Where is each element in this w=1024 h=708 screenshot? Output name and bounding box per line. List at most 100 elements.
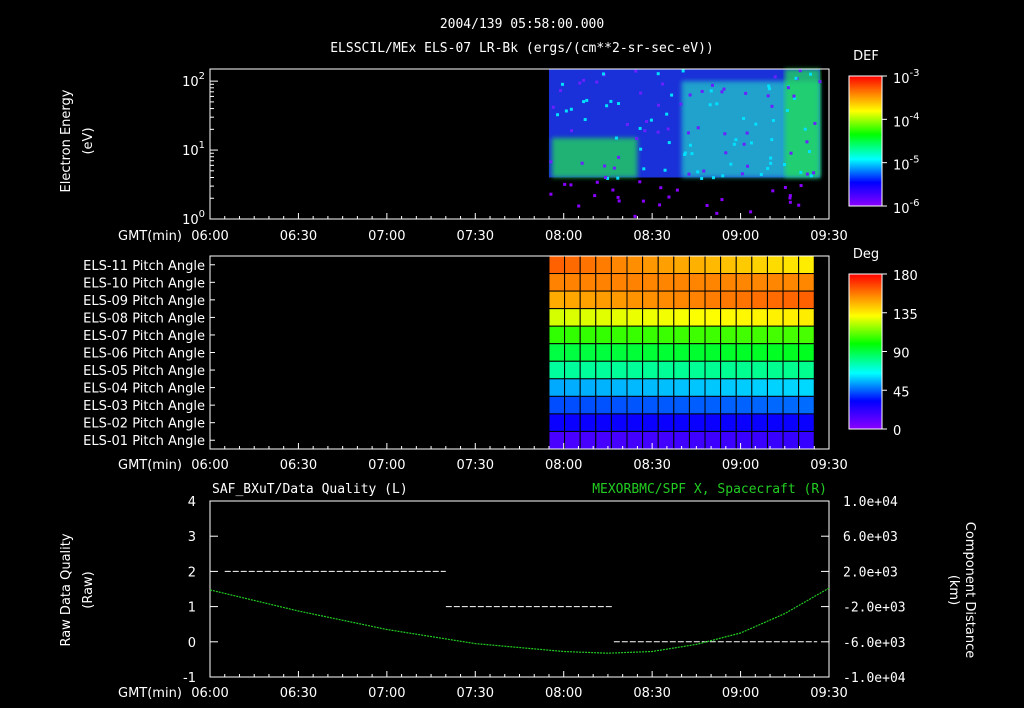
pitch-angle-cell (735, 325, 753, 345)
spectrogram-speckle (670, 93, 674, 97)
pitch-angle-cell (751, 360, 768, 380)
spectrogram-speckle (616, 195, 620, 199)
pitch-angle-cell (642, 255, 659, 275)
spectrogram-speckle (638, 180, 642, 184)
pitch-angle-cell (751, 413, 768, 432)
pitch-angle-cell (766, 273, 784, 292)
spectrogram-speckle (639, 147, 643, 151)
y-tick-label-right: -1.0e+04 (843, 671, 906, 686)
line-left-y-ticks: 4 3 2 1 0 -1 (183, 495, 218, 686)
x-tick-label: 06:30 (280, 229, 317, 244)
x-tick-label: 06:00 (191, 686, 228, 701)
spectrogram-speckle (569, 107, 573, 111)
pitch-angle-cell (688, 325, 706, 345)
spectrogram-speckle (634, 69, 638, 73)
spectrogram-speckle (770, 104, 774, 108)
spectrogram-speckle (807, 150, 811, 154)
pitch-angle-cell (595, 343, 612, 362)
def-colorbar (848, 75, 883, 207)
pitch-angle-xlabel: GMT(min) (118, 458, 182, 473)
spectrogram-xlabel: GMT(min) (118, 229, 182, 244)
pitch-angle-cell (579, 395, 597, 415)
def-colorbar-ticks: 10-3 10-4 10-5 10-6 (882, 68, 920, 217)
spectrogram-speckle (645, 120, 649, 124)
pitch-angle-cell (564, 255, 581, 275)
plot-title-line1: 2004/139 05:58:00.000 (440, 17, 604, 32)
spectrogram-speckle (715, 102, 719, 106)
spectrogram-speckle (794, 76, 798, 80)
spectrogram-speckle (786, 86, 790, 90)
spectrogram-speckle (667, 195, 671, 199)
spectrogram-speckle (769, 161, 773, 165)
pitch-angle-cell (704, 308, 722, 327)
spectrogram-speckle (635, 136, 639, 140)
pitch-angle-cell (595, 430, 612, 450)
spectrogram-speckle (711, 176, 715, 180)
pitch-angle-cell (720, 273, 737, 292)
pitch-angle-cell (564, 378, 581, 397)
spectrogram-ylabel: Electron Energy (59, 89, 74, 192)
spectrogram-speckle (744, 91, 748, 95)
spectrogram-speckle (649, 118, 653, 122)
pitch-angle-cell (688, 413, 706, 432)
spectrogram-speckle (788, 196, 792, 200)
spectrogram-speckle (663, 168, 667, 172)
spectrogram-speckle (606, 176, 610, 180)
pitch-angle-cell (657, 360, 675, 380)
pitch-angle-cell (704, 395, 722, 415)
pitch-angle-cell (798, 413, 815, 432)
spectrogram-speckle (789, 151, 793, 155)
spectrogram-speckle (720, 198, 724, 202)
spectrogram-speckle (617, 102, 621, 106)
pitch-angle-cell (610, 308, 628, 327)
pitch-angle-cell (720, 308, 737, 327)
pitch-angle-cell (642, 308, 659, 327)
pitch-angle-row-label: ELS-09 Pitch Angle (83, 294, 205, 309)
pitch-angle-cell (564, 273, 581, 292)
pitch-angle-cell (766, 395, 784, 415)
spectrogram-speckle (715, 211, 719, 215)
pitch-angle-cell (766, 360, 784, 380)
pitch-angle-cell (673, 255, 690, 275)
pitch-angle-cell (798, 308, 815, 327)
spectrogram-speckle (661, 82, 665, 86)
spectrogram-speckle (569, 183, 573, 187)
x-tick-label: 09:00 (722, 458, 759, 473)
x-tick-label: 08:30 (633, 458, 670, 473)
spectrogram-speckle (556, 113, 560, 117)
spectrogram-speckle (809, 72, 813, 76)
spectrogram-speckle (681, 69, 685, 73)
pitch-angle-cell (548, 430, 566, 450)
spectrogram-speckle (617, 155, 621, 159)
pitch-angle-cell (579, 378, 597, 397)
pitch-angle-cell (720, 343, 737, 362)
y-tick-label-right: 6.0e+03 (843, 530, 898, 545)
pitch-angle-cell (735, 343, 753, 362)
spectrogram-feature (551, 137, 638, 178)
pitch-angle-cell (751, 378, 768, 397)
line-xlabel: GMT(min) (118, 686, 182, 701)
pitch-angle-cell (782, 343, 800, 362)
pitch-angle-cell (642, 360, 659, 380)
pitch-angle-cell (564, 430, 581, 450)
pitch-angle-cell (751, 395, 768, 415)
pitch-angle-cell (673, 360, 690, 380)
spectrogram-panel: 100 101 102 06:00 06:30 07:00 07:30 08:00 08:30… (59, 49, 920, 244)
spacecraft-x-line (209, 587, 830, 654)
pitch-angle-cell (688, 395, 706, 415)
pitch-angle-cell (720, 255, 737, 275)
pitch-angle-cell (766, 413, 784, 432)
pitch-angle-cell (657, 273, 675, 292)
spectrogram-speckle (683, 152, 687, 156)
x-tick-label: 07:00 (368, 229, 405, 244)
pitch-angle-cell (704, 378, 722, 397)
pitch-angle-cell (610, 413, 628, 432)
pitch-angle-cell (595, 308, 612, 327)
line-yunit-right: (km) (946, 575, 961, 605)
pitch-angle-cell (548, 273, 566, 292)
pitch-angle-cell (720, 430, 737, 450)
pitch-angle-cell (626, 325, 644, 345)
spectrogram-speckle (749, 141, 753, 145)
pitch-angle-cell (766, 325, 784, 345)
pitch-angle-cell (720, 378, 737, 397)
